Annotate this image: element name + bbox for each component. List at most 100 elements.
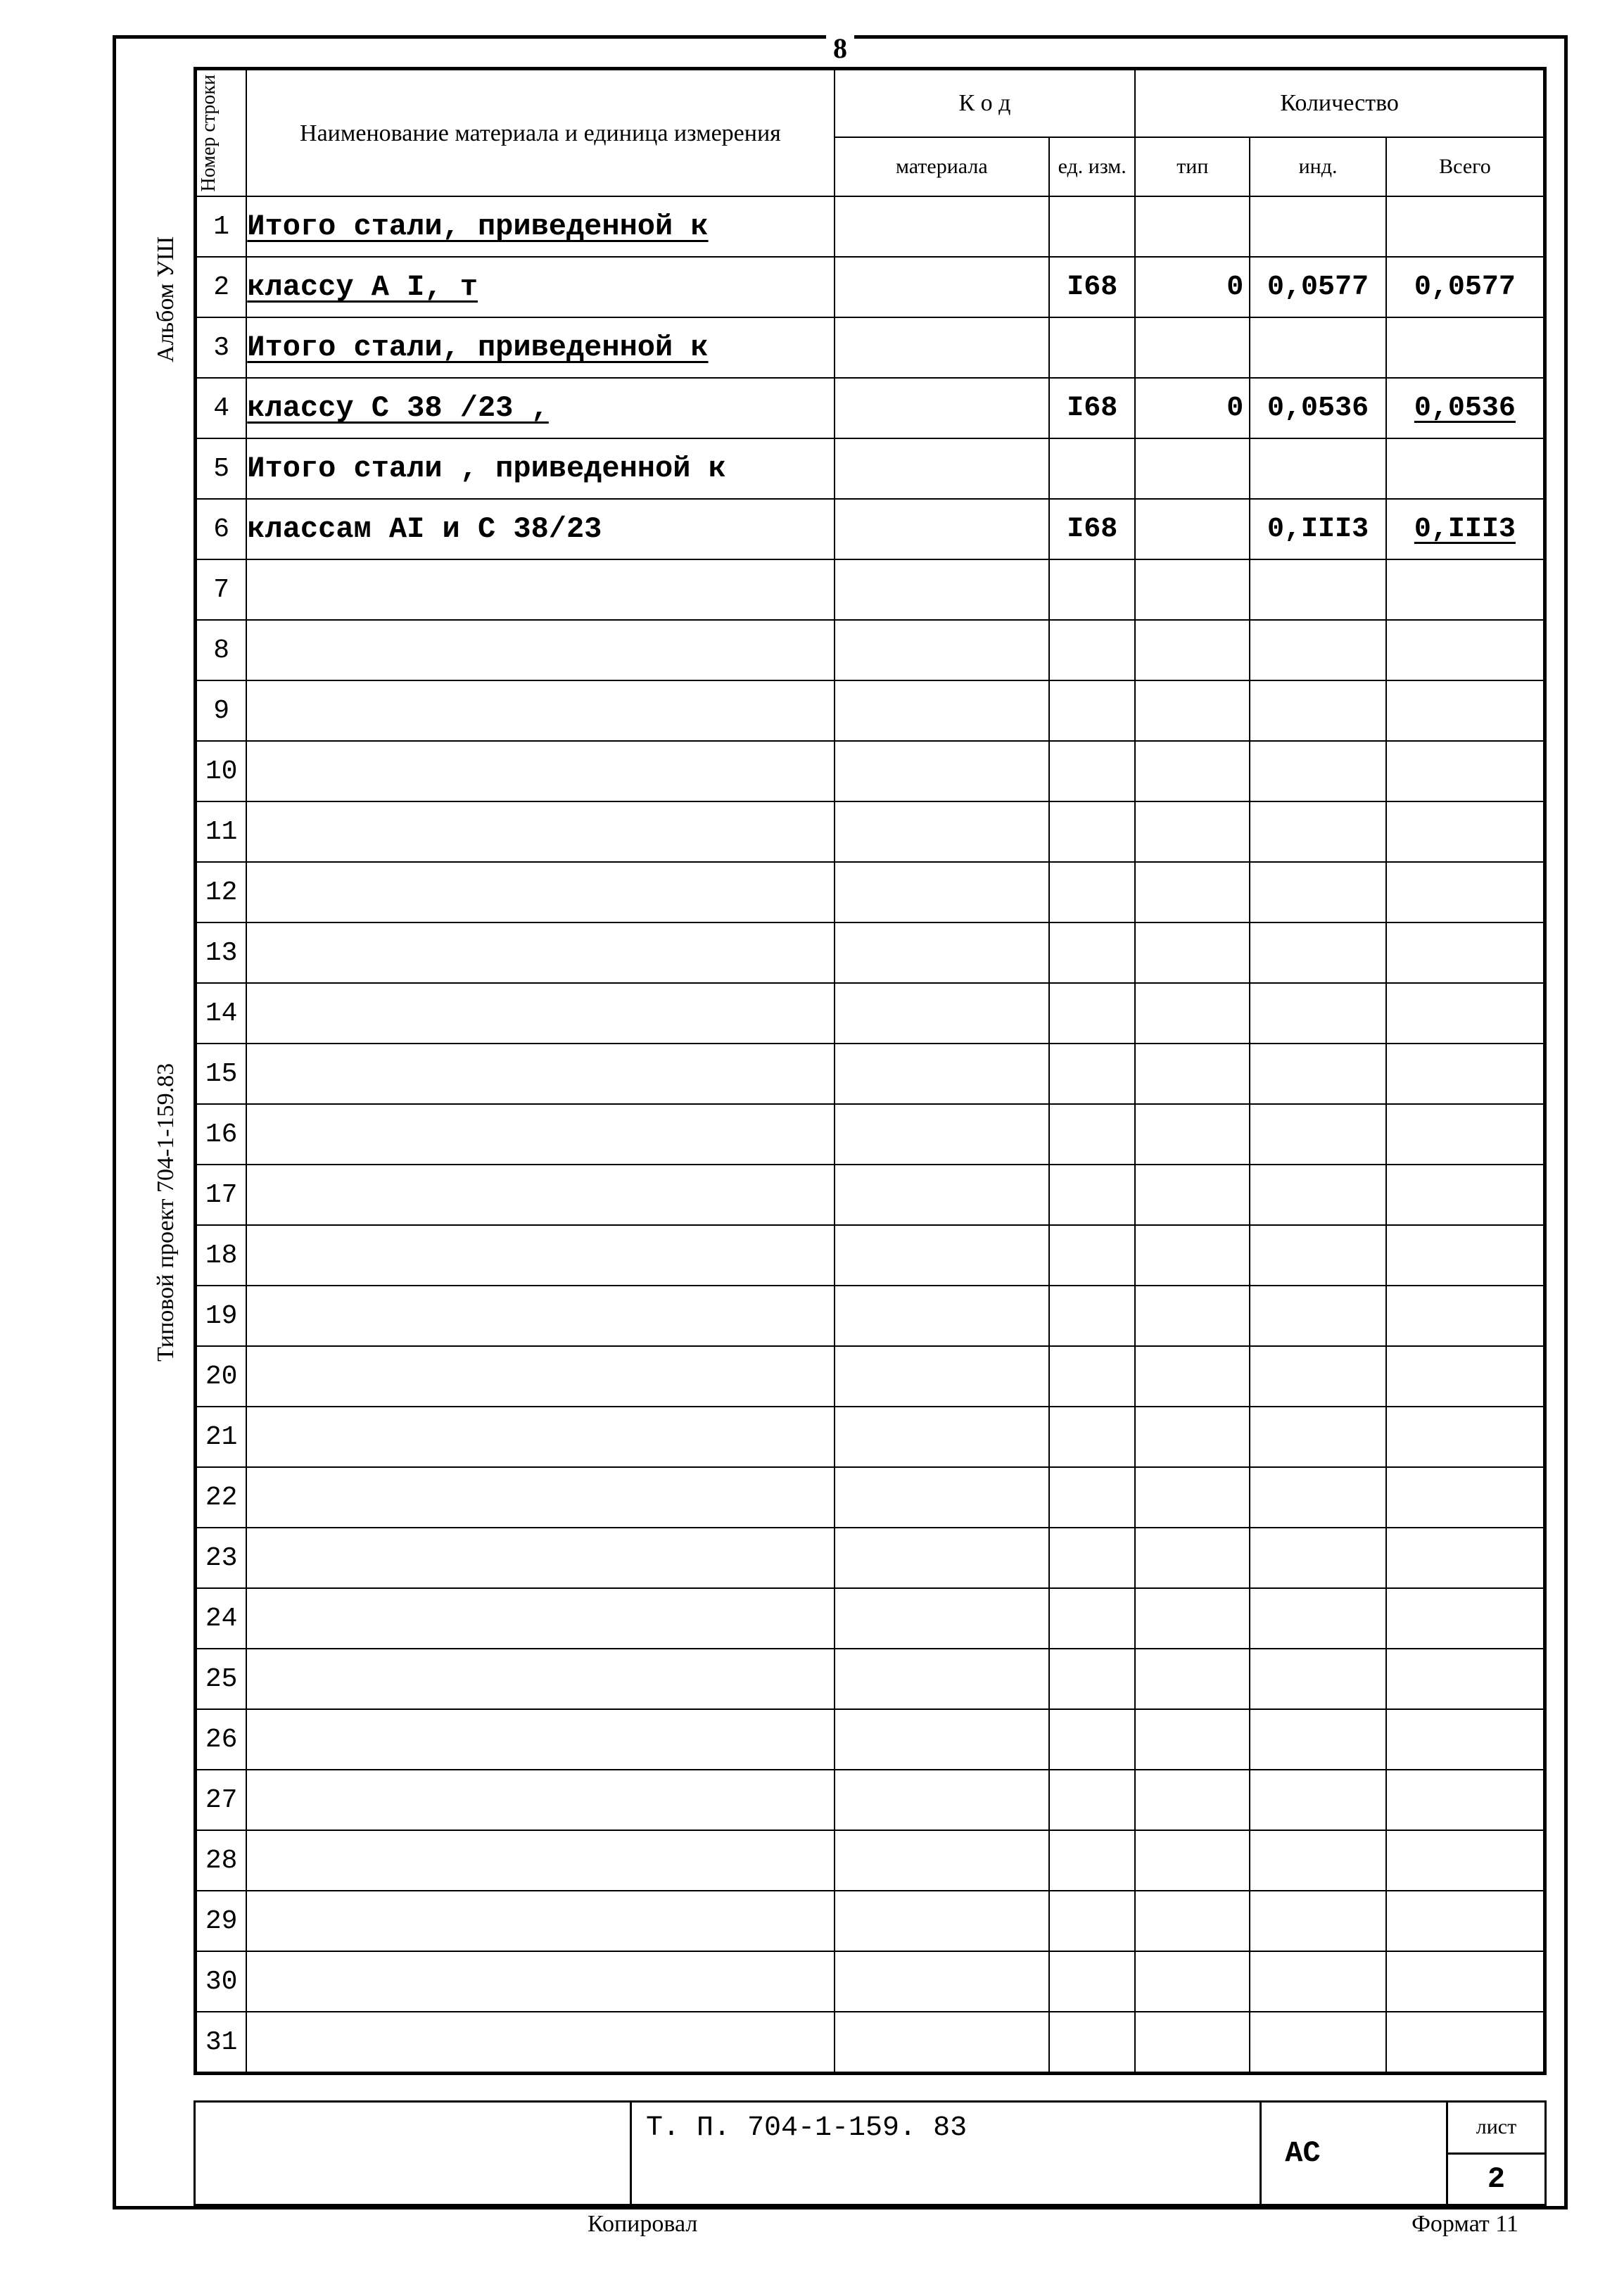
material-name [246, 680, 834, 741]
row-number: 24 [196, 1588, 246, 1649]
material-name: классу С 38 /23 , [246, 378, 834, 438]
qty-typ [1135, 317, 1250, 378]
material-name [246, 1044, 834, 1104]
qty-total [1386, 801, 1544, 862]
kod-material [835, 1709, 1050, 1770]
kod-ed [1049, 1528, 1135, 1588]
kod-ed [1049, 1770, 1135, 1830]
kod-material [835, 1165, 1050, 1225]
kod-ed [1049, 620, 1135, 680]
material-name [246, 1346, 834, 1407]
row-number: 10 [196, 741, 246, 801]
kod-material [835, 499, 1050, 559]
kod-ed: I68 [1049, 257, 1135, 317]
project-code: Т. П. 704-1-159. 83 [646, 2112, 967, 2144]
qty-typ [1135, 801, 1250, 862]
table-row: 27 [196, 1770, 1544, 1830]
qty-total [1386, 1225, 1544, 1286]
label-format: Формат 11 [1412, 2211, 1518, 2238]
table-row: 4классу С 38 /23 ,I6800,05360,0536 [196, 378, 1544, 438]
kod-material [835, 196, 1050, 257]
row-number: 31 [196, 2012, 246, 2072]
kod-material [835, 1407, 1050, 1467]
table-row: 2классу А I, тI6800,05770,0577 [196, 257, 1544, 317]
material-name [246, 2012, 834, 2072]
table-row: 30 [196, 1951, 1544, 2012]
material-name [246, 983, 834, 1044]
qty-ind [1250, 1346, 1386, 1407]
qty-ind [1250, 1286, 1386, 1346]
qty-total [1386, 196, 1544, 257]
qty-total [1386, 1951, 1544, 2012]
kod-material [835, 741, 1050, 801]
qty-typ [1135, 1165, 1250, 1225]
table-row: 12 [196, 862, 1544, 922]
qty-ind: 0,0536 [1250, 378, 1386, 438]
qty-total [1386, 922, 1544, 983]
hdr-name: Наименование материала и единица измерен… [246, 70, 834, 196]
qty-typ [1135, 1951, 1250, 2012]
hdr-kod-material: материала [835, 137, 1050, 197]
row-number: 14 [196, 983, 246, 1044]
qty-typ [1135, 1467, 1250, 1528]
table-row: 28 [196, 1830, 1544, 1891]
qty-typ [1135, 680, 1250, 741]
qty-ind [1250, 1407, 1386, 1467]
qty-total: 0,0536 [1386, 378, 1544, 438]
kod-ed [1049, 1649, 1135, 1709]
hdr-kod-ed: ед. изм. [1049, 137, 1135, 197]
qty-typ [1135, 1709, 1250, 1770]
qty-total [1386, 1830, 1544, 1891]
table-row: 29 [196, 1891, 1544, 1951]
kod-material [835, 559, 1050, 620]
page-number-top: 8 [826, 32, 854, 65]
table-row: 21 [196, 1407, 1544, 1467]
kod-material [835, 438, 1050, 499]
kod-ed [1049, 741, 1135, 801]
qty-ind [1250, 1830, 1386, 1891]
table-row: 9 [196, 680, 1544, 741]
kod-ed [1049, 862, 1135, 922]
row-number: 5 [196, 438, 246, 499]
kod-material [835, 1225, 1050, 1286]
row-number: 4 [196, 378, 246, 438]
frame: 8 Альбом УШ Типовой проект 704-1-159.83 … [113, 35, 1568, 2209]
materials-table: Номер строки Наименование материала и ед… [194, 67, 1547, 2075]
row-number: 20 [196, 1346, 246, 1407]
table-row: 10 [196, 741, 1544, 801]
kod-material [835, 378, 1050, 438]
kod-ed [1049, 1407, 1135, 1467]
row-number: 19 [196, 1286, 246, 1346]
kod-material [835, 1528, 1050, 1588]
hdr-qty-typ: тип [1135, 137, 1250, 197]
kod-ed [1049, 317, 1135, 378]
kod-ed [1049, 559, 1135, 620]
row-number: 18 [196, 1225, 246, 1286]
title-block-left [196, 2103, 632, 2204]
material-name [246, 559, 834, 620]
material-name [246, 1588, 834, 1649]
material-name [246, 1225, 834, 1286]
material-name [246, 862, 834, 922]
kod-material [835, 922, 1050, 983]
title-block-right: лист 2 [1446, 2103, 1544, 2204]
table-row: 19 [196, 1286, 1544, 1346]
row-number: 1 [196, 196, 246, 257]
qty-typ [1135, 1588, 1250, 1649]
kod-ed [1049, 1165, 1135, 1225]
qty-ind [1250, 1770, 1386, 1830]
qty-ind [1250, 1467, 1386, 1528]
qty-typ: 0 [1135, 378, 1250, 438]
material-name [246, 1709, 834, 1770]
sidebar-project-label: Типовой проект 704-1-159.83 [153, 1063, 179, 1362]
hdr-kod: К о д [835, 70, 1136, 137]
kod-material [835, 1770, 1050, 1830]
qty-ind [1250, 922, 1386, 983]
kod-ed [1049, 2012, 1135, 2072]
material-name [246, 1891, 834, 1951]
kod-material [835, 983, 1050, 1044]
table-row: 13 [196, 922, 1544, 983]
marka-box: АС [1260, 2103, 1344, 2204]
row-number: 7 [196, 559, 246, 620]
kod-ed [1049, 983, 1135, 1044]
